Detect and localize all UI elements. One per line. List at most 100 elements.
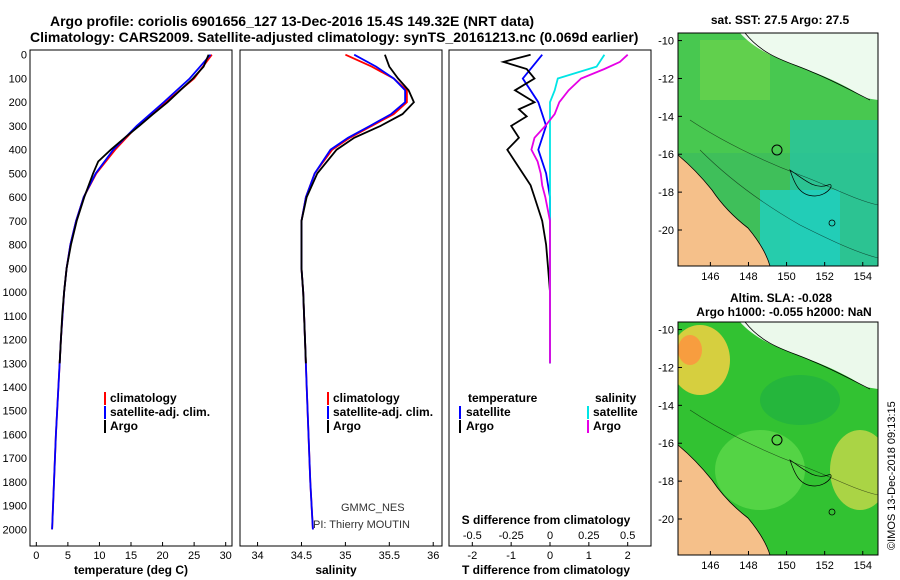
salinity-legend: climatology satellite-adj. clim. Argo bbox=[327, 391, 433, 433]
legend-temp-argo-swatch bbox=[459, 420, 461, 433]
legend-climatology: climatology bbox=[110, 391, 177, 405]
x-tick-label: 25 bbox=[188, 550, 200, 562]
argo-location-marker bbox=[771, 144, 783, 156]
s-tick-label: 0.5 bbox=[620, 530, 635, 542]
legend-sal-argo: Argo bbox=[593, 419, 621, 433]
legend-satellite: satellite-adj. clim. bbox=[110, 405, 210, 419]
depth-tick-label: 600 bbox=[9, 192, 27, 204]
legend-argo: Argo bbox=[333, 419, 361, 433]
salinity-xlabel: salinity bbox=[315, 563, 357, 577]
x-tick-label: 15 bbox=[125, 550, 137, 562]
lon-tick-label: 146 bbox=[701, 271, 719, 283]
legend-temp-satellite-swatch bbox=[459, 406, 461, 419]
argo-location-marker bbox=[771, 434, 783, 446]
depth-tick-label: 100 bbox=[9, 73, 27, 85]
legend-sal-argo-swatch bbox=[587, 420, 589, 433]
depth-tick-label: 1200 bbox=[3, 335, 27, 347]
series-line-argo bbox=[300, 54, 415, 364]
legend-temperature-heading: temperature bbox=[468, 391, 538, 405]
depth-tick-label: 300 bbox=[9, 121, 27, 133]
depth-tick-label: 1500 bbox=[3, 406, 27, 418]
sst-map: sat. SST: 27.5 Argo: 27.5 -10 -12 -14 -16 -1… bbox=[658, 13, 879, 283]
figure-title-line2: Climatology: CARS2009. Satellite-adjuste… bbox=[30, 29, 639, 45]
series-line-temperature-argo bbox=[500, 53, 551, 364]
legend-sal-satellite: satellite bbox=[593, 405, 638, 419]
depth-tick-label: 700 bbox=[9, 216, 27, 228]
depth-tick-label: 2000 bbox=[3, 524, 27, 536]
depth-tick-label: 500 bbox=[9, 168, 27, 180]
x-tick-label: 34.5 bbox=[291, 550, 312, 562]
x-tick-label: 5 bbox=[65, 550, 71, 562]
imos-credit: ©IMOS 13-Dec-2018 09:13:15 bbox=[886, 401, 898, 550]
lon-tick-label: 150 bbox=[777, 271, 795, 283]
lat-tick-label: -10 bbox=[658, 325, 674, 337]
x-tick-label: 10 bbox=[93, 550, 105, 562]
depth-tick-label: 800 bbox=[9, 240, 27, 252]
legend-argo-swatch bbox=[104, 420, 106, 433]
lon-tick-label: 146 bbox=[701, 560, 719, 572]
coastline-land bbox=[678, 154, 771, 266]
depth-tick-label: 1300 bbox=[3, 358, 27, 370]
sla-map-title-2: Argo h1000: -0.055 h2000: NaN bbox=[696, 305, 871, 319]
lat-tick-label: -10 bbox=[658, 36, 674, 48]
series-line-satellite-adj-clim- bbox=[300, 53, 407, 530]
s-tick-label: 0.25 bbox=[578, 530, 599, 542]
depth-tick-label: 1000 bbox=[3, 287, 27, 299]
credit-pi: PI: Thierry MOUTIN bbox=[313, 519, 410, 531]
depth-tick-label: 1600 bbox=[3, 429, 27, 441]
depth-tick-label: 200 bbox=[9, 97, 27, 109]
legend-satellite: satellite-adj. clim. bbox=[333, 405, 433, 419]
lat-tick-label: -18 bbox=[658, 187, 674, 199]
depth-tick-label: 1100 bbox=[3, 311, 27, 323]
x-tick-label: 36 bbox=[427, 550, 439, 562]
series-line-argo bbox=[58, 54, 210, 364]
s-difference-label: S difference from climatology bbox=[462, 513, 631, 527]
x-tick-label: 30 bbox=[220, 550, 232, 562]
lon-tick-label: 152 bbox=[815, 560, 833, 572]
lat-tick-label: -20 bbox=[658, 514, 674, 526]
legend-climatology-swatch bbox=[327, 392, 329, 405]
credit-gmmc: GMMC_NES bbox=[341, 502, 405, 514]
difference-panel: -2 -1 0 1 2 -0.5 -0.25 0 0.25 0.5 S difference f… bbox=[448, 49, 652, 577]
x-tick-label: 35 bbox=[339, 550, 351, 562]
coastline-land bbox=[678, 444, 771, 555]
legend-climatology: climatology bbox=[333, 391, 400, 405]
x-tick-label: 2 bbox=[625, 550, 631, 562]
depth-tick-label: 1900 bbox=[3, 501, 27, 513]
depth-tick-label: 1800 bbox=[3, 477, 27, 489]
lat-tick-label: -20 bbox=[658, 225, 674, 237]
legend-climatology-swatch bbox=[104, 392, 106, 405]
s-tick-label: -0.25 bbox=[499, 530, 524, 542]
lon-tick-label: 148 bbox=[739, 271, 757, 283]
legend-sal-satellite-swatch bbox=[587, 406, 589, 419]
salinity-diff-legend: salinity satellite Argo bbox=[587, 391, 638, 433]
series-line-salinity-argo bbox=[530, 54, 629, 364]
depth-tick-label: 1700 bbox=[3, 453, 27, 465]
legend-salinity-heading: salinity bbox=[595, 391, 637, 405]
legend-temp-argo: Argo bbox=[466, 419, 494, 433]
lat-tick-label: -14 bbox=[658, 400, 674, 412]
x-tick-label: 0 bbox=[547, 550, 553, 562]
depth-tick-label: 0 bbox=[21, 50, 27, 62]
png-coast bbox=[740, 322, 878, 389]
depth-tick-label: 900 bbox=[9, 263, 27, 275]
legend-satellite-swatch bbox=[327, 406, 329, 419]
salinity-panel: 34 34.5 35 35.5 36 salinity climatology sate… bbox=[239, 49, 443, 577]
lat-tick-label: -14 bbox=[658, 111, 674, 123]
lat-tick-label: -12 bbox=[658, 362, 674, 374]
x-tick-label: 35.5 bbox=[379, 550, 400, 562]
legend-temp-satellite: satellite bbox=[466, 405, 511, 419]
png-coast bbox=[740, 33, 878, 100]
x-tick-label: 34 bbox=[251, 550, 263, 562]
lon-tick-label: 154 bbox=[854, 560, 872, 572]
s-tick-label: 0 bbox=[547, 530, 553, 542]
depth-tick-label: 400 bbox=[9, 145, 27, 157]
sla-map: Altim. SLA: -0.028 Argo h1000: -0.055 h2… bbox=[658, 291, 879, 572]
lat-tick-label: -12 bbox=[658, 73, 674, 85]
x-tick-label: -1 bbox=[506, 550, 516, 562]
sst-map-title: sat. SST: 27.5 Argo: 27.5 bbox=[711, 13, 850, 27]
temperature-panel: 0 5 10 15 20 25 30 temperature (deg C) climato… bbox=[29, 49, 233, 577]
lon-tick-label: 154 bbox=[854, 271, 872, 283]
x-tick-label: 1 bbox=[586, 550, 592, 562]
